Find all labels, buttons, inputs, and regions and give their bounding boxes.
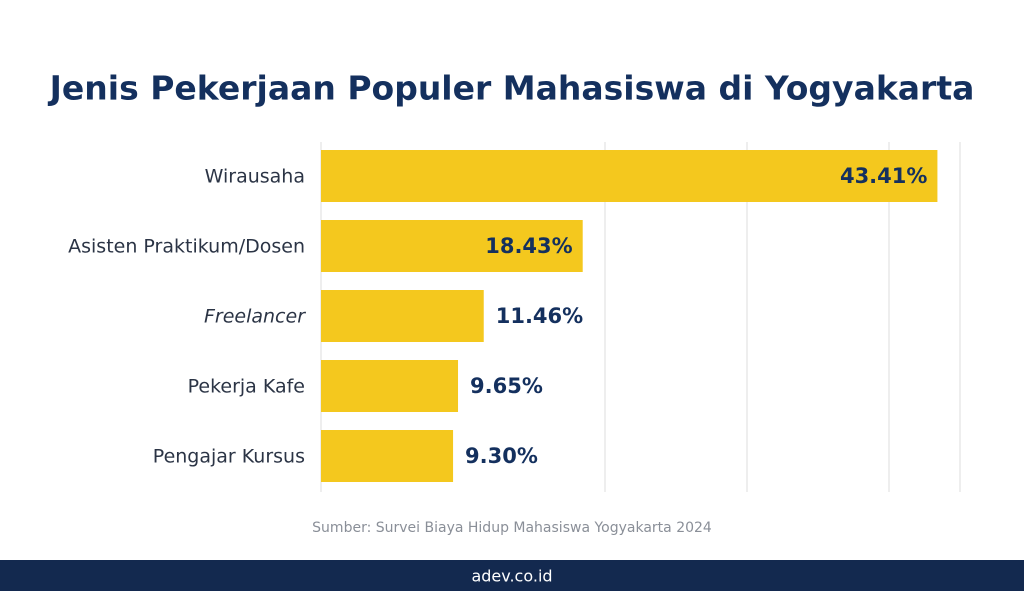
bar bbox=[321, 150, 938, 202]
category-label: Pengajar Kursus bbox=[153, 446, 305, 468]
value-label: 11.46% bbox=[496, 304, 583, 328]
bar bbox=[321, 290, 484, 342]
bar bbox=[321, 220, 583, 272]
source-note: Sumber: Survei Biaya Hidup Mahasiswa Yog… bbox=[312, 520, 712, 536]
value-label: 9.65% bbox=[470, 374, 543, 398]
bar bbox=[321, 430, 454, 482]
category-label: Asisten Praktikum/Dosen bbox=[68, 236, 305, 258]
footer-text: adev.co.id bbox=[471, 567, 552, 586]
footer-bar bbox=[0, 560, 1024, 591]
value-label: 43.41% bbox=[840, 164, 927, 188]
category-label: Pekerja Kafe bbox=[188, 376, 305, 398]
value-label: 18.43% bbox=[485, 234, 572, 258]
value-label: 9.30% bbox=[465, 444, 538, 468]
category-label: Freelancer bbox=[204, 306, 306, 328]
plot-area: Wirausaha 43.41% Asisten Praktikum/Dosen 18… bbox=[68, 142, 961, 492]
bar bbox=[321, 360, 459, 412]
category-label: Wirausaha bbox=[205, 166, 305, 188]
chart-title: Jenis Pekerjaan Populer Mahasiswa di Yog… bbox=[48, 69, 975, 108]
